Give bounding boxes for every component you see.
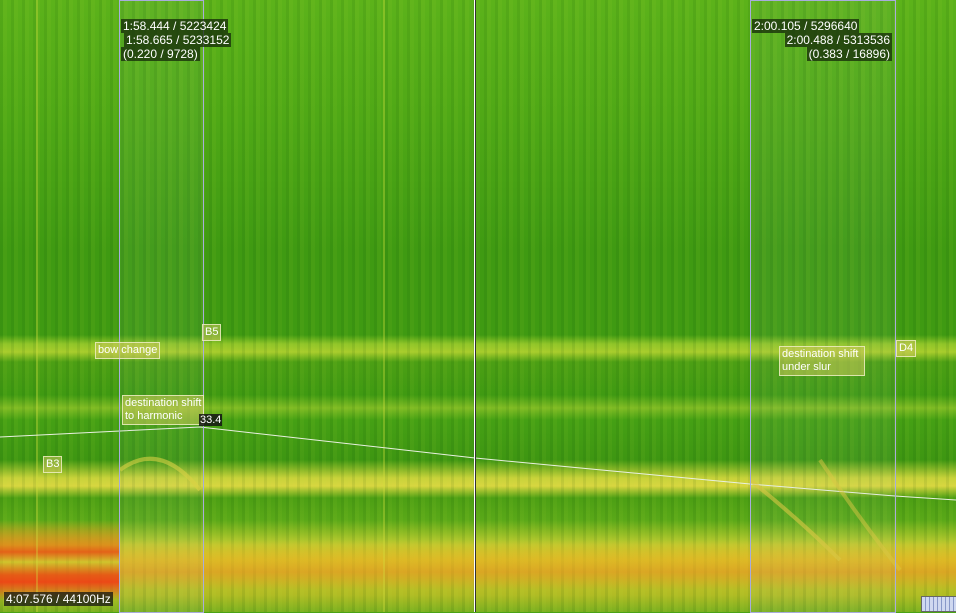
annotation-b5[interactable]: B5: [202, 324, 222, 341]
selection-duration: (0.383 / 16896): [806, 47, 892, 61]
selection-start: 1:58.444 / 5223424: [121, 19, 229, 33]
playhead[interactable]: [474, 0, 475, 612]
annotation-line: to harmonic: [125, 410, 183, 422]
selection-end: 1:58.665 / 5233152: [124, 33, 232, 47]
spectral-line: [383, 0, 385, 612]
annotation-bow-change[interactable]: bow change: [95, 342, 161, 359]
selection-region-2[interactable]: [750, 0, 896, 613]
annotation-line: under slur: [782, 361, 831, 373]
selection-start: 2:00.105 / 5296640: [752, 19, 860, 33]
annotation-line: destination shift: [125, 397, 202, 409]
overview-scrollbar-icon[interactable]: [921, 596, 956, 612]
pitch-value-label: 33.4: [199, 414, 223, 426]
annotation-line: destination shift: [782, 348, 859, 360]
selection-2-readout: 2:00.105 / 5296640 2:00.488 / 5313536 (0…: [752, 19, 892, 61]
selection-duration: (0.220 / 9728): [121, 47, 200, 61]
annotation-destination-harmonic[interactable]: destination shift to harmonic: [122, 395, 205, 425]
annotation-b3[interactable]: B3: [43, 456, 63, 473]
annotation-destination-slur[interactable]: destination shift under slur: [779, 346, 865, 376]
annotation-d4[interactable]: D4: [896, 340, 917, 357]
position-readout: 4:07.576 / 44100Hz: [4, 592, 113, 606]
selection-region-1[interactable]: [119, 0, 204, 613]
spectral-line: [36, 0, 38, 612]
spectrogram-low-energy: [120, 540, 956, 590]
selection-end: 2:00.488 / 5313536: [784, 33, 892, 47]
selection-1-readout: 1:58.444 / 5223424 1:58.665 / 5233152 (0…: [121, 19, 232, 61]
